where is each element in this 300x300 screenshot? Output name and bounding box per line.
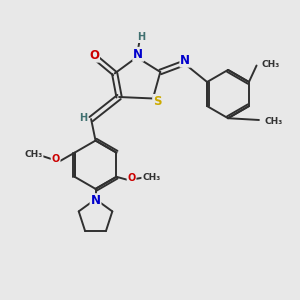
Text: N: N [133,48,143,61]
Text: O: O [89,49,99,62]
Text: H: H [137,32,145,42]
Text: CH₃: CH₃ [142,173,160,182]
Text: O: O [52,154,60,164]
Text: N: N [180,54,190,67]
Text: O: O [128,173,136,183]
Text: CH₃: CH₃ [24,150,43,159]
Text: CH₃: CH₃ [264,117,283,126]
Text: H: H [79,112,87,123]
Text: N: N [91,194,100,207]
Text: S: S [153,95,162,108]
Text: CH₃: CH₃ [262,60,280,69]
